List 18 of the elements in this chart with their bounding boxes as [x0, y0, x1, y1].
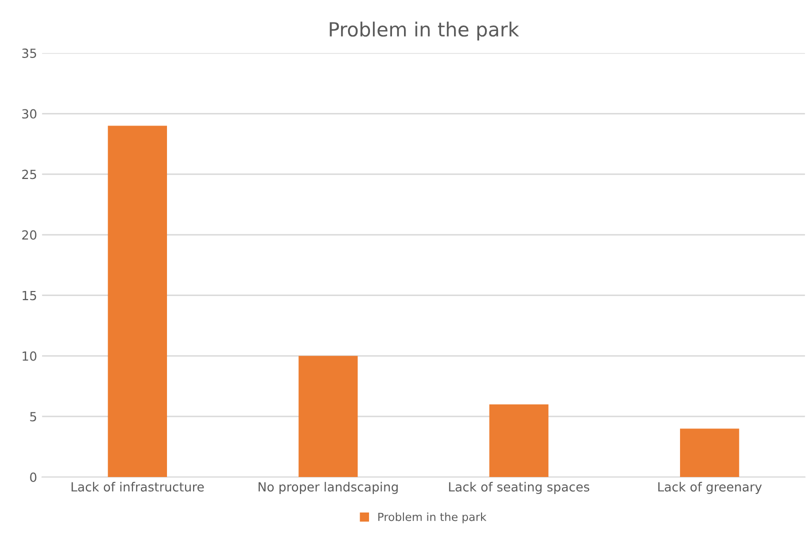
- bar: [489, 404, 548, 478]
- y-tick-label: 25: [22, 170, 36, 180]
- y-tick-label: 20: [22, 230, 36, 240]
- chart-title: Problem in the park: [330, 22, 520, 40]
- y-tick-label: 0: [30, 472, 36, 482]
- legend-label: Problem in the park: [378, 512, 486, 524]
- y-tick-label: 5: [30, 412, 36, 422]
- x-tick-label: Lack of greenary: [658, 482, 762, 494]
- y-tick-label: 35: [22, 48, 36, 58]
- y-tick-label: 10: [22, 351, 36, 361]
- x-tick-label: Lack of infrastructure: [72, 482, 204, 492]
- y-tick-label: 30: [22, 109, 36, 119]
- y-tick-label: 15: [22, 290, 36, 300]
- bar: [680, 428, 740, 478]
- bar: [108, 126, 167, 478]
- x-tick-label: Lack of seating spaces: [449, 482, 590, 494]
- x-tick-label: No proper landscaping: [258, 482, 398, 494]
- bar: [298, 356, 358, 478]
